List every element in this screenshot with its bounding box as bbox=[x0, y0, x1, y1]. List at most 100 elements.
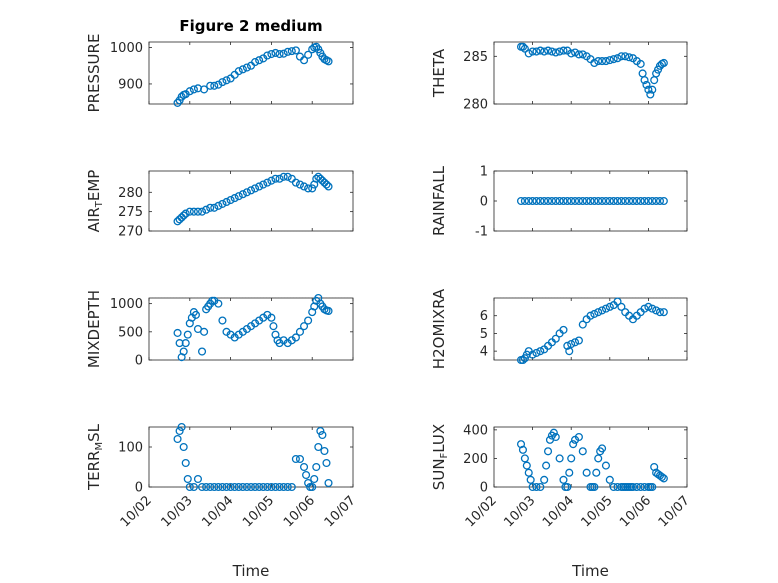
data-point bbox=[644, 302, 653, 311]
data-point bbox=[324, 182, 333, 191]
data-point bbox=[275, 174, 284, 183]
data-point bbox=[191, 310, 200, 319]
data-point bbox=[563, 341, 572, 350]
data-point bbox=[657, 472, 666, 482]
data-point bbox=[259, 482, 268, 492]
data-point bbox=[271, 174, 280, 183]
data-point bbox=[636, 482, 645, 492]
data-point bbox=[640, 304, 649, 313]
y-tick-label: 280 bbox=[118, 186, 143, 201]
data-point bbox=[559, 475, 568, 484]
data-point bbox=[559, 325, 568, 334]
data-point bbox=[210, 203, 219, 212]
data-point bbox=[299, 462, 309, 472]
data-point bbox=[632, 482, 641, 492]
data-point bbox=[617, 302, 626, 311]
data-point bbox=[234, 192, 243, 201]
data-point bbox=[206, 482, 215, 492]
data-point bbox=[226, 482, 235, 492]
data-point bbox=[222, 76, 231, 85]
data-point bbox=[592, 468, 601, 477]
subplot-4: -1 0 1 RAINFALL bbox=[430, 165, 688, 240]
data-point bbox=[655, 196, 665, 206]
data-point bbox=[555, 196, 564, 206]
data-point bbox=[308, 45, 317, 54]
y-axis-label: H2OMIXRA bbox=[430, 288, 448, 369]
y-tick-label: 1 bbox=[480, 165, 488, 180]
data-point bbox=[532, 482, 541, 492]
data-point bbox=[267, 313, 276, 322]
data-point bbox=[659, 474, 668, 483]
data-point bbox=[520, 44, 529, 53]
data-point bbox=[314, 442, 323, 452]
data-point bbox=[210, 482, 219, 492]
y-tick-label: 0 bbox=[480, 481, 488, 496]
data-point bbox=[318, 430, 327, 440]
data-point bbox=[181, 339, 190, 348]
data-point bbox=[536, 196, 545, 206]
data-point bbox=[524, 468, 533, 477]
data-point bbox=[632, 196, 641, 206]
data-point bbox=[532, 348, 541, 357]
data-point bbox=[640, 196, 649, 206]
y-axis-label: THETA bbox=[430, 48, 448, 98]
data-point bbox=[536, 347, 545, 356]
data-point bbox=[569, 440, 578, 449]
y-tick-label: 6 bbox=[480, 309, 488, 324]
data-point bbox=[310, 474, 319, 484]
data-point bbox=[226, 195, 235, 205]
data-point bbox=[613, 196, 622, 206]
data-point bbox=[206, 203, 215, 212]
data-point bbox=[230, 194, 239, 203]
data-point bbox=[251, 58, 260, 67]
data-point bbox=[621, 196, 630, 206]
data-point bbox=[601, 57, 610, 66]
data-point bbox=[320, 446, 329, 456]
data-point bbox=[648, 482, 657, 492]
subplot-2: 280 285 THETA bbox=[430, 41, 688, 113]
data-point bbox=[206, 81, 215, 90]
data-point bbox=[179, 442, 188, 452]
data-point bbox=[574, 336, 583, 345]
data-point bbox=[267, 49, 276, 59]
data-point bbox=[617, 196, 626, 206]
data-point bbox=[173, 434, 182, 444]
data-point bbox=[322, 180, 331, 189]
data-point bbox=[222, 197, 231, 207]
data-point bbox=[295, 327, 305, 336]
data-point bbox=[179, 347, 188, 356]
data-point bbox=[181, 209, 190, 218]
data-point bbox=[565, 468, 574, 477]
data-point bbox=[242, 188, 251, 197]
data-point bbox=[598, 444, 607, 453]
data-point bbox=[636, 196, 645, 206]
y-tick-label: 275 bbox=[118, 205, 143, 220]
data-point bbox=[520, 454, 529, 463]
data-point bbox=[291, 46, 300, 55]
data-point bbox=[542, 461, 551, 470]
data-point bbox=[571, 196, 580, 206]
data-point bbox=[598, 306, 607, 315]
data-point bbox=[275, 482, 284, 492]
y-axis-label: SUNFLUX bbox=[430, 424, 450, 490]
data-point bbox=[238, 482, 247, 492]
data-point bbox=[177, 92, 186, 101]
data-point bbox=[299, 322, 309, 331]
data-point bbox=[283, 172, 292, 181]
subplot-1: 900 1000 PRESSURE bbox=[85, 34, 354, 112]
data-point bbox=[242, 482, 251, 492]
data-point bbox=[238, 190, 247, 199]
data-point bbox=[532, 47, 541, 56]
data-point bbox=[547, 196, 556, 206]
data-point bbox=[271, 48, 280, 57]
data-point bbox=[594, 454, 603, 463]
data-point bbox=[304, 316, 313, 325]
data-point bbox=[263, 178, 272, 187]
data-point bbox=[563, 482, 572, 492]
figure-title: Figure 2 medium bbox=[179, 17, 322, 35]
data-point bbox=[287, 47, 296, 56]
axes-box bbox=[493, 426, 688, 488]
data-point bbox=[590, 482, 599, 492]
y-tick-label: 280 bbox=[463, 98, 488, 113]
data-point bbox=[218, 482, 227, 492]
